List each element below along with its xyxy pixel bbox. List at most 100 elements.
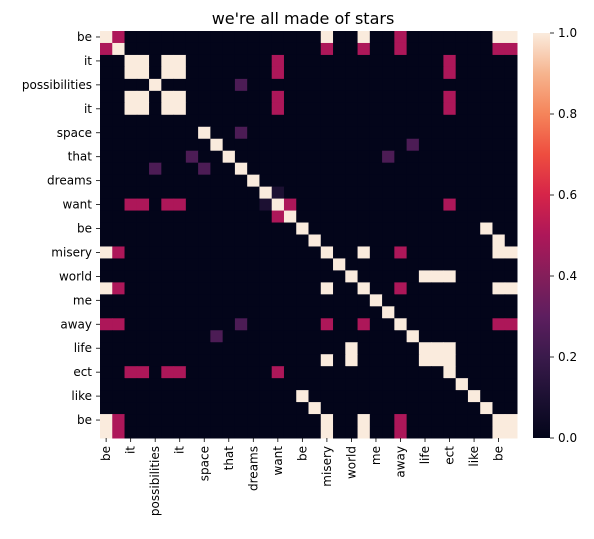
heatmap-cell	[185, 138, 199, 152]
heatmap-cell	[455, 402, 469, 415]
heatmap-cell	[222, 138, 236, 152]
heatmap-cell	[136, 90, 150, 104]
heatmap-cell	[161, 150, 175, 164]
heatmap-cell	[100, 102, 113, 116]
heatmap-cell	[173, 378, 187, 391]
heatmap-cell	[247, 174, 260, 188]
heatmap-cell	[455, 282, 469, 295]
heatmap-cell	[369, 330, 383, 343]
heatmap-cell	[247, 258, 260, 271]
heatmap-cell	[406, 366, 420, 379]
heatmap-cell	[283, 162, 297, 176]
heatmap-cell	[418, 366, 432, 379]
heatmap-cell	[283, 366, 297, 379]
heatmap-cell	[247, 102, 260, 116]
heatmap-cell	[210, 414, 224, 427]
heatmap-cell	[492, 150, 506, 164]
heatmap-cell	[406, 114, 420, 128]
heatmap-cell	[124, 114, 138, 128]
y-tick-label: dreams	[47, 174, 92, 188]
heatmap-cell	[333, 31, 346, 44]
heatmap-cell	[124, 342, 138, 355]
heatmap-cell	[443, 42, 457, 56]
y-tick-label: me	[73, 293, 92, 307]
heatmap-cell	[173, 366, 187, 379]
heatmap-cell	[210, 234, 224, 247]
heatmap-cell	[308, 54, 322, 68]
heatmap-cell	[406, 150, 420, 164]
heatmap-cell	[308, 258, 322, 271]
heatmap-cell	[198, 318, 211, 331]
heatmap-cell	[222, 162, 236, 176]
heatmap-cell	[222, 366, 236, 379]
heatmap-cell	[382, 342, 395, 355]
heatmap-cell	[455, 426, 469, 439]
heatmap-cell	[136, 54, 150, 68]
heatmap-cell	[357, 426, 371, 439]
heatmap-cell	[296, 222, 309, 235]
heatmap-cell	[124, 138, 138, 152]
heatmap-cell	[271, 234, 285, 247]
heatmap-cell	[259, 198, 273, 212]
colorbar-tick-label: 0.2	[558, 350, 577, 364]
heatmap-cell	[296, 402, 309, 415]
heatmap-cell	[394, 31, 408, 44]
heatmap-cell	[394, 126, 408, 140]
heatmap-cell	[369, 390, 383, 403]
heatmap-cell	[382, 162, 395, 176]
heatmap-cell	[247, 42, 260, 56]
heatmap-cell	[259, 282, 273, 295]
heatmap-cell	[185, 330, 199, 343]
colorbar-axis: 0.0 0.2 0.4 0.6 0.8 1.0	[550, 26, 577, 445]
heatmap-cell	[382, 294, 395, 307]
heatmap-cell	[357, 198, 371, 212]
heatmap-cell	[333, 78, 346, 92]
heatmap-cell	[431, 282, 444, 295]
heatmap-cell	[283, 246, 297, 259]
heatmap-cell	[136, 282, 150, 295]
heatmap-cell	[492, 294, 506, 307]
heatmap-cell	[259, 162, 273, 176]
heatmap-cell	[443, 354, 457, 367]
heatmap-cell	[247, 414, 260, 427]
heatmap-cell	[382, 90, 395, 104]
heatmap-cell	[431, 210, 444, 224]
heatmap-cell	[296, 126, 309, 140]
heatmap-cell	[161, 66, 175, 80]
heatmap-cell	[320, 414, 334, 427]
heatmap-cell	[431, 126, 444, 140]
heatmap-cell	[247, 66, 260, 80]
heatmap-cell	[149, 210, 162, 224]
heatmap-cell	[431, 54, 444, 68]
heatmap-cell	[504, 90, 518, 104]
heatmap-cell	[455, 66, 469, 80]
heatmap-cell	[504, 306, 518, 319]
heatmap-cell	[100, 54, 113, 68]
heatmap-cell	[161, 186, 175, 200]
heatmap-cell	[382, 354, 395, 367]
heatmap-cell	[173, 150, 187, 164]
heatmap-cell	[124, 90, 138, 104]
heatmap-cell	[357, 150, 371, 164]
heatmap-cell	[185, 78, 199, 92]
heatmap-cell	[149, 54, 162, 68]
heatmap-cell	[504, 294, 518, 307]
heatmap-cell	[504, 31, 518, 44]
heatmap-cell	[345, 126, 359, 140]
heatmap-cell	[333, 378, 346, 391]
heatmap-cell	[369, 294, 383, 307]
heatmap-cell	[382, 42, 395, 56]
heatmap-cell	[418, 318, 432, 331]
heatmap-cell	[382, 282, 395, 295]
heatmap-cell	[198, 210, 211, 224]
heatmap-cell	[185, 114, 199, 128]
heatmap-cell	[320, 378, 334, 391]
heatmap-cell	[259, 330, 273, 343]
heatmap-cell	[136, 330, 150, 343]
heatmap-cell	[234, 126, 248, 140]
heatmap-cell	[357, 390, 371, 403]
heatmap-cell	[271, 78, 285, 92]
heatmap-cell	[271, 354, 285, 367]
heatmap-cell	[234, 138, 248, 152]
heatmap-cell	[357, 246, 371, 259]
